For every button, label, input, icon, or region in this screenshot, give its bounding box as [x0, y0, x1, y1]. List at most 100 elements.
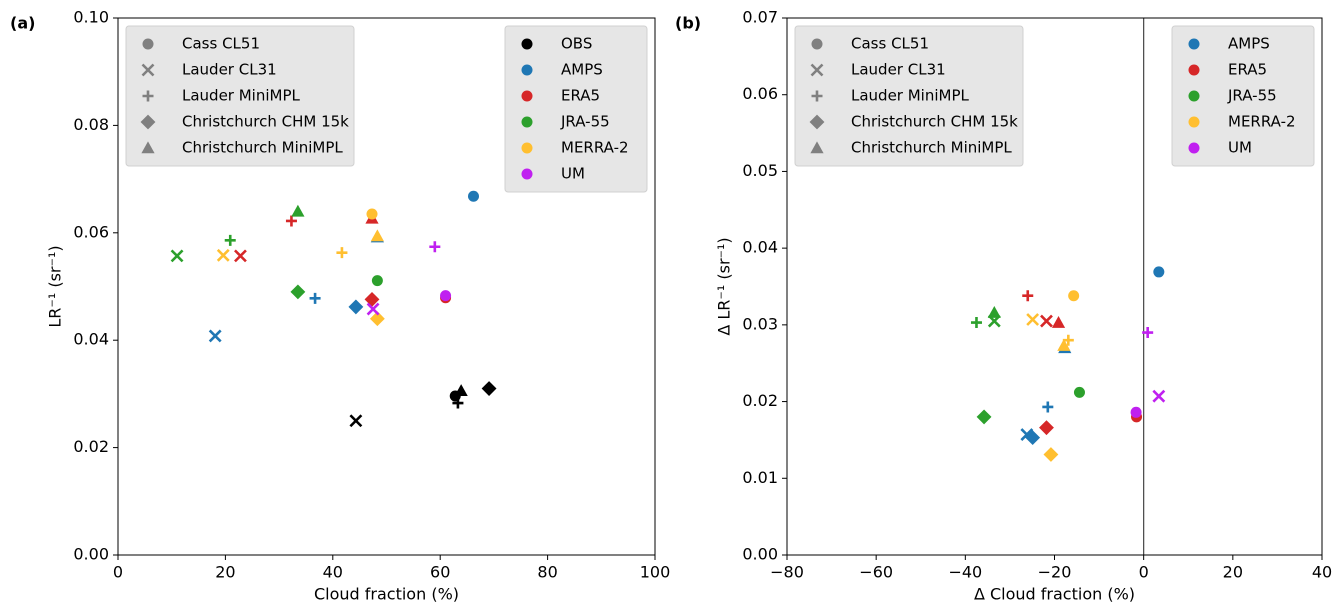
legend-marker	[142, 38, 154, 50]
point	[291, 204, 305, 217]
legend-label: Christchurch MiniMPL	[182, 139, 343, 157]
x-tick-label: 100	[640, 563, 671, 582]
legend-marker	[521, 38, 533, 50]
legend-marker	[141, 141, 155, 154]
x-tick-label: 40	[1312, 563, 1332, 582]
legend-marker	[140, 114, 156, 130]
legend-label: UM	[1228, 139, 1252, 157]
legend-label: ERA5	[561, 87, 600, 105]
point	[976, 409, 992, 425]
legend-marker	[1188, 116, 1200, 128]
panel-label: (a)	[10, 14, 35, 33]
y-tick-label: 0.04	[742, 238, 778, 257]
legend-label: MERRA-2	[561, 139, 629, 157]
y-tick-label: 0.10	[73, 8, 109, 27]
legend-label: AMPS	[561, 61, 603, 79]
point	[1026, 313, 1040, 326]
legend-box	[794, 25, 1024, 167]
legend-label: Christchurch CHM 15k	[182, 113, 349, 131]
point	[290, 284, 306, 300]
plot-frame	[117, 17, 656, 556]
legend-marker	[810, 141, 824, 154]
x-tick-label: −20	[1038, 563, 1072, 582]
x-tick-label: 20	[1223, 563, 1243, 582]
point	[987, 305, 1001, 318]
point	[970, 317, 982, 329]
series-legend: OBS AMPS ERA5 JRA-55 MERRA-2 UM	[504, 25, 648, 193]
point	[1152, 389, 1166, 403]
point	[364, 291, 380, 307]
point	[170, 249, 184, 263]
y-tick-label: 0.05	[742, 161, 778, 180]
x-tick-label: 40	[323, 563, 343, 582]
legend-box	[1171, 25, 1315, 167]
point	[1057, 338, 1071, 351]
point	[454, 384, 468, 396]
point	[1043, 447, 1059, 462]
y-tick-label: 0.01	[742, 468, 778, 487]
legend-marker	[809, 114, 825, 130]
point	[208, 329, 222, 343]
legend-marker	[521, 168, 533, 180]
point	[370, 229, 384, 242]
legend-marker	[521, 142, 533, 154]
panel-label: (b)	[675, 14, 701, 33]
legend-label: Christchurch MiniMPL	[851, 139, 1012, 157]
point	[1068, 290, 1080, 302]
point	[234, 249, 247, 263]
y-tick-label: 0.00	[742, 545, 778, 564]
legend-label: JRA-55	[560, 113, 610, 131]
x-tick-label: −80	[770, 563, 804, 582]
point	[1073, 386, 1085, 398]
legend-marker	[810, 63, 824, 77]
legend-label: MERRA-2	[1228, 113, 1296, 131]
point	[1051, 315, 1066, 328]
legend-label: Lauder MiniMPL	[851, 87, 970, 105]
legend-box	[125, 25, 355, 167]
point	[452, 397, 464, 409]
y-tick-label: 0.02	[742, 391, 778, 410]
point	[309, 292, 321, 304]
point	[336, 247, 348, 259]
point	[1025, 430, 1041, 446]
legend-marker	[521, 64, 533, 76]
legend-marker	[1188, 38, 1200, 50]
x-tick-label: 0	[113, 563, 123, 582]
legend-marker	[811, 90, 823, 102]
y-tick-label: 0.06	[73, 222, 109, 241]
point	[1130, 406, 1142, 418]
legend-marker	[521, 90, 533, 102]
legend-label: Lauder CL31	[182, 61, 277, 79]
y-tick-label: 0.02	[73, 437, 109, 456]
x-tick-label: −60	[859, 563, 893, 582]
x-axis-label: Δ Cloud fraction (%)	[974, 585, 1135, 604]
point	[1042, 401, 1054, 413]
legend-box	[504, 25, 648, 193]
series-legend: AMPS ERA5 JRA-55 MERRA-2 UM	[1171, 25, 1315, 167]
legend-label: AMPS	[1228, 35, 1270, 53]
point	[440, 290, 452, 302]
point	[481, 381, 497, 396]
y-tick-label: 0.00	[73, 545, 109, 564]
point	[224, 234, 236, 246]
y-axis-label: LR⁻¹ (sr⁻¹)	[46, 245, 65, 327]
site-legend: Cass CL51 Lauder CL31 Lauder MiniMPL Christ…	[794, 25, 1024, 167]
point	[366, 208, 378, 220]
point	[1022, 290, 1034, 302]
x-tick-label: 20	[215, 563, 235, 582]
y-axis-label: Δ LR⁻¹ (sr⁻¹)	[715, 237, 734, 335]
y-tick-label: 0.03	[742, 314, 778, 333]
legend-label: Christchurch CHM 15k	[851, 113, 1018, 131]
point	[366, 302, 380, 316]
legend-marker	[141, 63, 155, 77]
point	[216, 248, 230, 262]
point	[1062, 334, 1074, 346]
legend-marker	[1188, 142, 1200, 154]
legend-marker	[521, 116, 533, 128]
legend-label: Cass CL51	[182, 35, 260, 53]
legend-marker	[811, 38, 823, 50]
point	[1040, 314, 1053, 328]
legend-label: Lauder MiniMPL	[182, 87, 301, 105]
